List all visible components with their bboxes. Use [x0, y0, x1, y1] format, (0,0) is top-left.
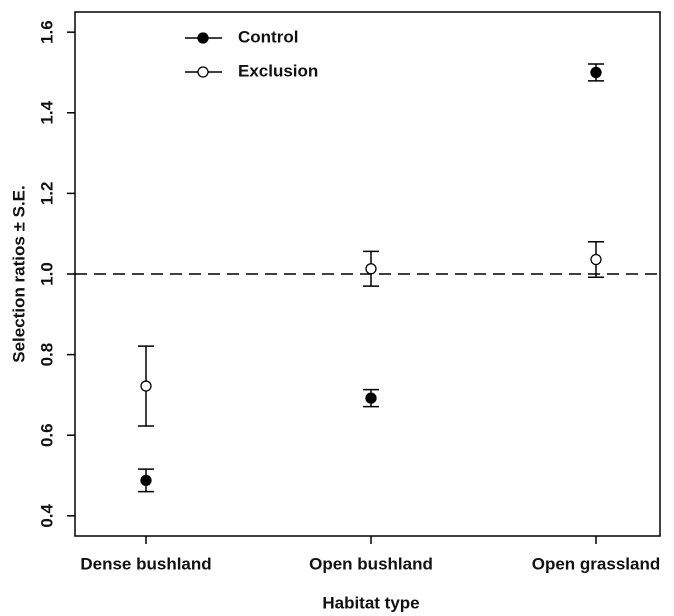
- x-tick-label: Open grassland: [532, 554, 660, 573]
- x-tick-label: Open bushland: [309, 554, 433, 573]
- y-tick-label: 1.0: [37, 262, 56, 286]
- y-tick-label: 0.4: [37, 503, 56, 527]
- y-tick-label: 0.6: [37, 423, 56, 447]
- point: [590, 66, 602, 79]
- point: [590, 253, 602, 266]
- legend-label: Control: [238, 27, 298, 46]
- y-tick-label: 0.8: [37, 343, 56, 367]
- legend-label: Exclusion: [238, 61, 318, 80]
- point: [365, 263, 377, 275]
- y-tick-label: 1.4: [37, 100, 56, 124]
- x-axis-label: Habitat type: [322, 593, 419, 612]
- legend-marker: [197, 32, 209, 44]
- y-tick-label: 1.6: [37, 20, 56, 44]
- point: [365, 392, 377, 404]
- y-axis-label: Selection ratios ± S.E.: [9, 185, 28, 363]
- y-tick-label: 1.2: [37, 182, 56, 206]
- point: [140, 474, 152, 487]
- x-tick-label: Dense bushland: [80, 554, 211, 573]
- legend-marker: [197, 66, 209, 78]
- point: [140, 380, 152, 392]
